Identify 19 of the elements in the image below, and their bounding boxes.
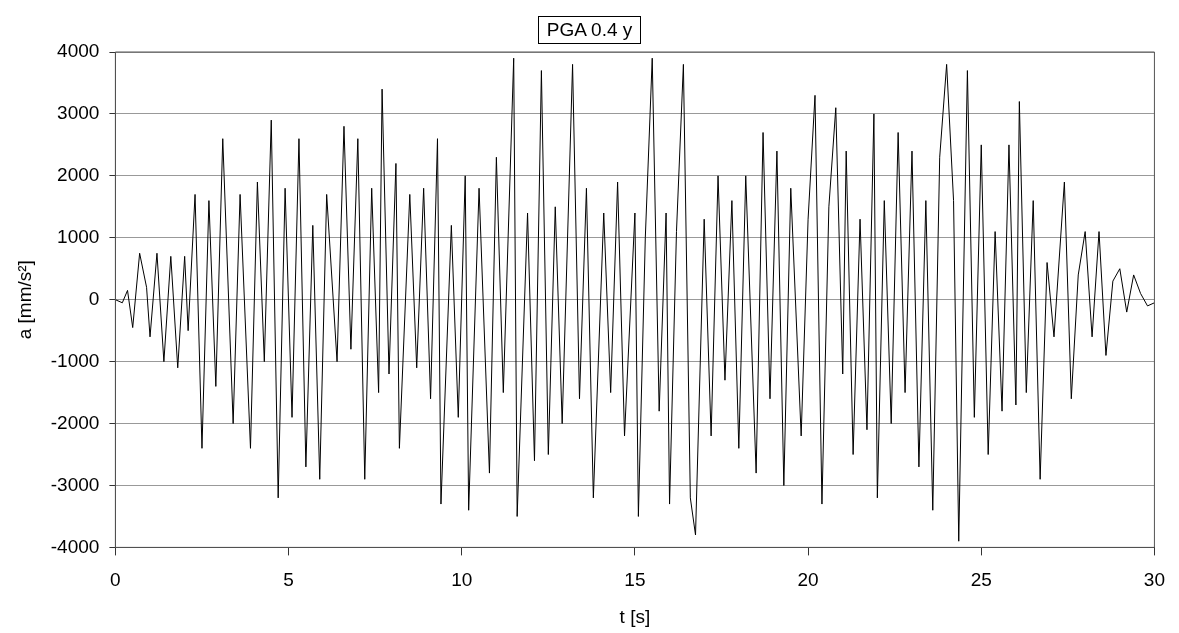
x-axis-title: t [s] (619, 605, 651, 627)
y-tick-label: 0 (88, 287, 100, 309)
x-tick-label: 10 (451, 569, 473, 591)
y-tick-label: -4000 (50, 535, 100, 557)
y-tick-label: 1000 (57, 226, 100, 248)
x-tick-label: 15 (624, 569, 646, 591)
y-tick-label: -3000 (50, 473, 100, 495)
x-tick-label: 20 (797, 569, 819, 591)
x-tick-label: 5 (283, 569, 294, 591)
x-tick-label: 25 (970, 569, 992, 591)
y-tick-label: 4000 (57, 40, 100, 62)
chart-title: PGA 0.4 y (537, 16, 642, 44)
y-tick-label: 3000 (57, 102, 100, 124)
y-tick-label: 2000 (57, 164, 100, 186)
y-tick-label: -2000 (50, 411, 100, 433)
x-tick-label: 30 (1143, 569, 1165, 591)
y-axis-title: a [mm/s²] (13, 260, 35, 340)
y-tick-label: -1000 (50, 349, 100, 371)
x-tick-label: 0 (110, 569, 121, 591)
